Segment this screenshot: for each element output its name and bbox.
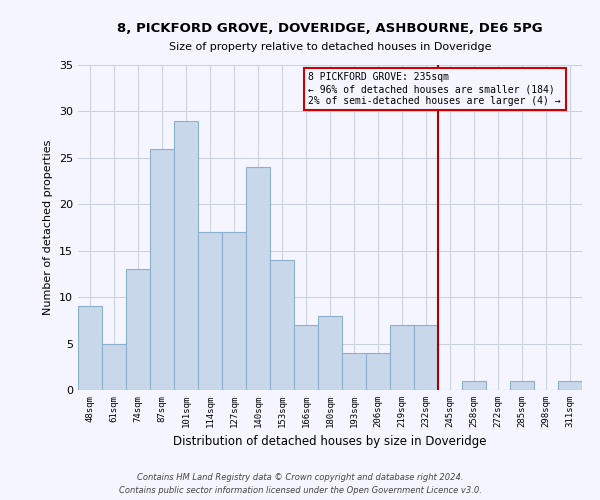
Bar	[174, 120, 198, 390]
Text: Size of property relative to detached houses in Doveridge: Size of property relative to detached ho…	[169, 42, 491, 52]
Bar	[198, 232, 222, 390]
Bar	[558, 380, 582, 390]
Bar	[222, 232, 246, 390]
Bar	[126, 270, 150, 390]
Text: 8, PICKFORD GROVE, DOVERIDGE, ASHBOURNE, DE6 5PG: 8, PICKFORD GROVE, DOVERIDGE, ASHBOURNE,…	[117, 22, 543, 36]
Bar	[294, 325, 318, 390]
X-axis label: Distribution of detached houses by size in Doveridge: Distribution of detached houses by size …	[173, 436, 487, 448]
Bar	[102, 344, 126, 390]
Bar	[462, 380, 486, 390]
Bar	[78, 306, 102, 390]
Bar	[246, 167, 270, 390]
Bar	[390, 325, 414, 390]
Bar	[414, 325, 438, 390]
Text: 8 PICKFORD GROVE: 235sqm
← 96% of detached houses are smaller (184)
2% of semi-d: 8 PICKFORD GROVE: 235sqm ← 96% of detach…	[308, 72, 561, 106]
Bar	[270, 260, 294, 390]
Bar	[150, 148, 174, 390]
Bar	[366, 353, 390, 390]
Bar	[342, 353, 366, 390]
Bar	[318, 316, 342, 390]
Text: Contains HM Land Registry data © Crown copyright and database right 2024.
Contai: Contains HM Land Registry data © Crown c…	[119, 474, 481, 495]
Bar	[510, 380, 534, 390]
Y-axis label: Number of detached properties: Number of detached properties	[43, 140, 53, 315]
